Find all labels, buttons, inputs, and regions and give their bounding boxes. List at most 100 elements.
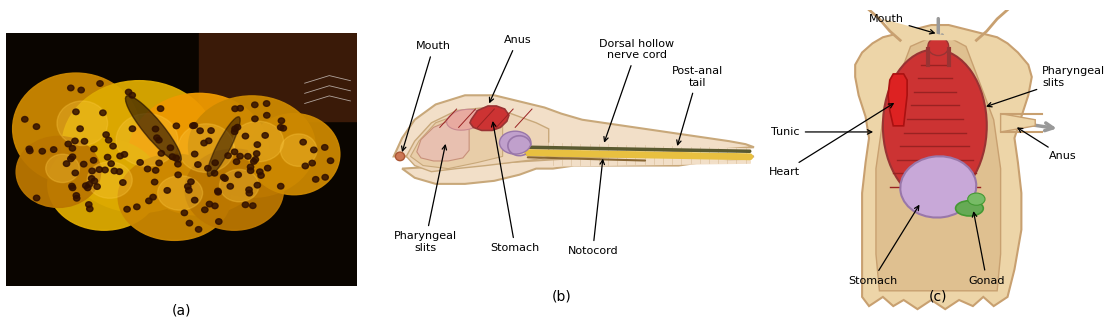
Ellipse shape xyxy=(322,175,328,180)
Ellipse shape xyxy=(130,126,135,132)
Ellipse shape xyxy=(178,124,235,173)
Ellipse shape xyxy=(214,188,221,194)
Ellipse shape xyxy=(447,109,484,130)
Ellipse shape xyxy=(157,106,164,111)
Ellipse shape xyxy=(118,154,231,240)
Ellipse shape xyxy=(65,141,71,147)
Ellipse shape xyxy=(48,139,161,230)
Ellipse shape xyxy=(157,176,202,210)
Ellipse shape xyxy=(92,178,97,184)
Text: Stomach: Stomach xyxy=(848,206,919,286)
Ellipse shape xyxy=(120,180,126,185)
Ellipse shape xyxy=(80,162,87,167)
Ellipse shape xyxy=(280,125,286,131)
Ellipse shape xyxy=(264,112,270,118)
Ellipse shape xyxy=(220,169,259,202)
Ellipse shape xyxy=(255,142,260,148)
Ellipse shape xyxy=(395,152,404,161)
Ellipse shape xyxy=(12,73,140,185)
Text: Dorsal hollow
nerve cord: Dorsal hollow nerve cord xyxy=(599,39,675,141)
Ellipse shape xyxy=(900,156,976,217)
Ellipse shape xyxy=(252,157,258,162)
Ellipse shape xyxy=(254,151,260,156)
Ellipse shape xyxy=(69,185,76,190)
Ellipse shape xyxy=(103,132,109,137)
Ellipse shape xyxy=(181,210,188,215)
Ellipse shape xyxy=(232,121,284,162)
Text: Anus: Anus xyxy=(489,35,531,102)
Ellipse shape xyxy=(955,201,983,216)
Text: Gonad: Gonad xyxy=(968,213,1005,286)
Ellipse shape xyxy=(188,179,194,185)
Ellipse shape xyxy=(153,168,159,173)
Polygon shape xyxy=(411,114,503,169)
Ellipse shape xyxy=(264,101,270,106)
Ellipse shape xyxy=(90,146,97,152)
Ellipse shape xyxy=(144,166,151,172)
Text: Pharyngeal
slits: Pharyngeal slits xyxy=(987,66,1106,107)
Ellipse shape xyxy=(248,114,340,195)
Polygon shape xyxy=(888,74,907,126)
Ellipse shape xyxy=(109,143,116,149)
Ellipse shape xyxy=(300,139,306,145)
Ellipse shape xyxy=(150,194,156,200)
Ellipse shape xyxy=(50,147,57,152)
Polygon shape xyxy=(470,106,509,130)
Ellipse shape xyxy=(235,172,241,177)
Ellipse shape xyxy=(145,198,152,204)
Ellipse shape xyxy=(206,138,212,144)
Text: Anus: Anus xyxy=(1018,128,1077,162)
Ellipse shape xyxy=(242,133,249,139)
Ellipse shape xyxy=(185,188,192,193)
Ellipse shape xyxy=(96,167,103,172)
Ellipse shape xyxy=(164,188,171,193)
Ellipse shape xyxy=(233,159,240,164)
Ellipse shape xyxy=(204,165,211,171)
Ellipse shape xyxy=(169,154,175,160)
Ellipse shape xyxy=(250,203,256,208)
Ellipse shape xyxy=(16,136,101,207)
Ellipse shape xyxy=(34,124,39,129)
Polygon shape xyxy=(417,121,469,161)
Polygon shape xyxy=(393,95,754,184)
Ellipse shape xyxy=(237,106,244,111)
Ellipse shape xyxy=(89,168,95,174)
Ellipse shape xyxy=(159,150,164,156)
Ellipse shape xyxy=(82,138,87,144)
Ellipse shape xyxy=(277,183,284,189)
Ellipse shape xyxy=(208,117,240,176)
Ellipse shape xyxy=(34,195,40,201)
Ellipse shape xyxy=(134,204,140,210)
Ellipse shape xyxy=(105,137,112,143)
Ellipse shape xyxy=(116,114,178,166)
Ellipse shape xyxy=(90,158,97,163)
Ellipse shape xyxy=(46,154,79,183)
Ellipse shape xyxy=(175,172,181,177)
Ellipse shape xyxy=(27,148,34,154)
Text: (c): (c) xyxy=(929,289,947,303)
Ellipse shape xyxy=(125,96,181,162)
Ellipse shape xyxy=(257,169,262,175)
Ellipse shape xyxy=(216,219,222,224)
Text: Post-anal
tail: Post-anal tail xyxy=(671,66,723,145)
Ellipse shape xyxy=(251,116,258,122)
Ellipse shape xyxy=(71,138,78,144)
Ellipse shape xyxy=(265,165,270,171)
Text: Pharyngeal
slits: Pharyngeal slits xyxy=(393,145,457,253)
Polygon shape xyxy=(407,108,548,172)
Ellipse shape xyxy=(104,154,111,160)
Ellipse shape xyxy=(88,176,95,181)
Ellipse shape xyxy=(197,128,203,134)
Ellipse shape xyxy=(125,89,132,95)
Bar xyxy=(199,32,357,121)
Ellipse shape xyxy=(124,206,131,212)
Ellipse shape xyxy=(201,140,208,146)
Ellipse shape xyxy=(311,147,317,153)
Ellipse shape xyxy=(212,160,218,165)
Ellipse shape xyxy=(184,184,191,189)
Text: Notocord: Notocord xyxy=(567,160,618,256)
Polygon shape xyxy=(856,25,1032,309)
Ellipse shape xyxy=(278,118,285,124)
Ellipse shape xyxy=(152,126,159,132)
Ellipse shape xyxy=(251,102,258,108)
